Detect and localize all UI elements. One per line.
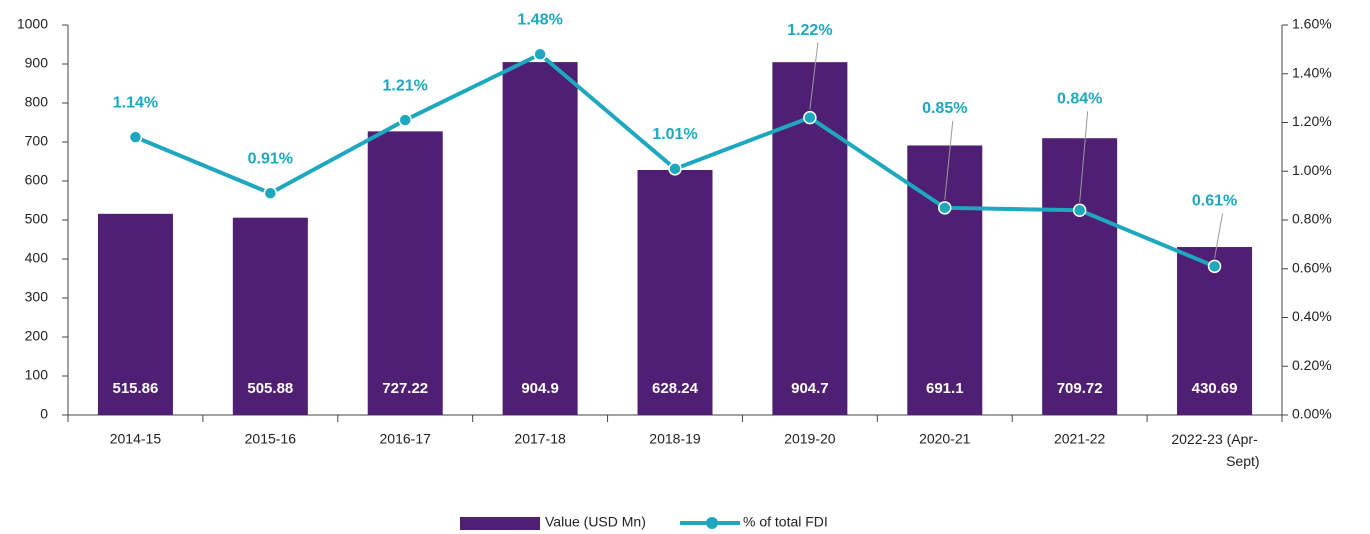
y-tick-label: 800 xyxy=(25,94,49,110)
bar xyxy=(1042,138,1118,415)
bar-value-label: 505.88 xyxy=(247,380,293,397)
y-tick-label: 600 xyxy=(25,172,49,188)
line-value-label: 1.48% xyxy=(517,11,562,28)
line-value-label: 1.14% xyxy=(113,94,158,111)
y2-tick-label: 1.20% xyxy=(1292,113,1332,129)
line-value-label: 1.22% xyxy=(787,22,832,39)
bar xyxy=(502,62,578,416)
legend-swatch xyxy=(706,517,718,529)
line-value-label: 1.01% xyxy=(652,126,697,143)
bar-value-label: 515.86 xyxy=(112,380,158,397)
y-tick-label: 700 xyxy=(25,133,49,149)
line-point xyxy=(938,201,952,215)
line-point xyxy=(533,47,547,61)
legend-label: % of total FDI xyxy=(743,514,828,530)
line-value-label: 1.21% xyxy=(383,77,428,94)
y2-tick-label: 1.60% xyxy=(1292,16,1332,32)
x-tick-label: 2021-22 xyxy=(1054,431,1106,447)
line-point xyxy=(1207,259,1222,274)
bar xyxy=(637,169,713,415)
bar-value-label: 628.24 xyxy=(652,380,699,397)
line-point xyxy=(128,130,143,144)
line-point xyxy=(803,110,817,125)
line-value-label: 0.84% xyxy=(1057,90,1102,107)
y-tick-label: 1000 xyxy=(17,16,48,32)
y2-tick-label: 0.00% xyxy=(1292,406,1332,422)
line-point xyxy=(668,162,682,176)
y-tick-label: 400 xyxy=(25,250,49,266)
leader-line xyxy=(809,42,819,110)
leader-line xyxy=(1214,213,1224,259)
leader-line xyxy=(1079,111,1089,203)
x-tick-label: 2018-19 xyxy=(649,431,701,447)
bar-value-label: 727.22 xyxy=(382,380,428,397)
x-tick-label: 2019-20 xyxy=(784,431,836,447)
bar xyxy=(97,213,173,415)
bar-value-label: 430.69 xyxy=(1192,380,1238,397)
line-point xyxy=(1072,203,1087,217)
y-tick-label: 900 xyxy=(25,55,49,71)
x-tick-label: 2017-18 xyxy=(514,431,566,447)
bar-value-label: 691.1 xyxy=(926,380,964,397)
bar-value-label: 904.9 xyxy=(521,380,559,397)
legend-swatch xyxy=(460,517,540,530)
y2-tick-label: 0.60% xyxy=(1292,259,1332,275)
leader-line xyxy=(944,120,954,200)
bar xyxy=(1177,247,1253,415)
y2-tick-label: 0.20% xyxy=(1292,357,1332,373)
line-value-label: 0.91% xyxy=(248,150,293,167)
y-tick-label: 300 xyxy=(25,289,49,305)
x-tick-label: 2014-15 xyxy=(110,431,162,447)
x-tick-label: 2020-21 xyxy=(919,431,971,447)
y-tick-label: 100 xyxy=(25,367,49,383)
line-point xyxy=(263,186,278,200)
y-tick-label: 500 xyxy=(25,211,49,227)
y2-tick-label: 0.80% xyxy=(1292,211,1332,227)
bar xyxy=(907,145,983,415)
bar xyxy=(232,217,308,415)
y2-tick-label: 1.40% xyxy=(1292,64,1332,80)
x-tick-label: 2016-17 xyxy=(380,431,432,447)
x-tick-label: 2022-23 (Apr-Sept) xyxy=(1171,431,1259,469)
y2-tick-label: 0.40% xyxy=(1292,308,1332,324)
legend-label: Value (USD Mn) xyxy=(545,514,646,530)
y-tick-label: 200 xyxy=(25,328,49,344)
bar-value-label: 904.7 xyxy=(791,380,829,397)
y-tick-label: 0 xyxy=(40,406,48,422)
line-value-label: 0.61% xyxy=(1192,193,1237,210)
line-value-label: 0.85% xyxy=(922,100,967,117)
line-point xyxy=(398,113,412,127)
x-tick-label: 2015-16 xyxy=(245,431,297,447)
bar-value-label: 709.72 xyxy=(1057,380,1103,397)
y2-tick-label: 1.00% xyxy=(1292,162,1332,178)
bar xyxy=(367,131,443,415)
